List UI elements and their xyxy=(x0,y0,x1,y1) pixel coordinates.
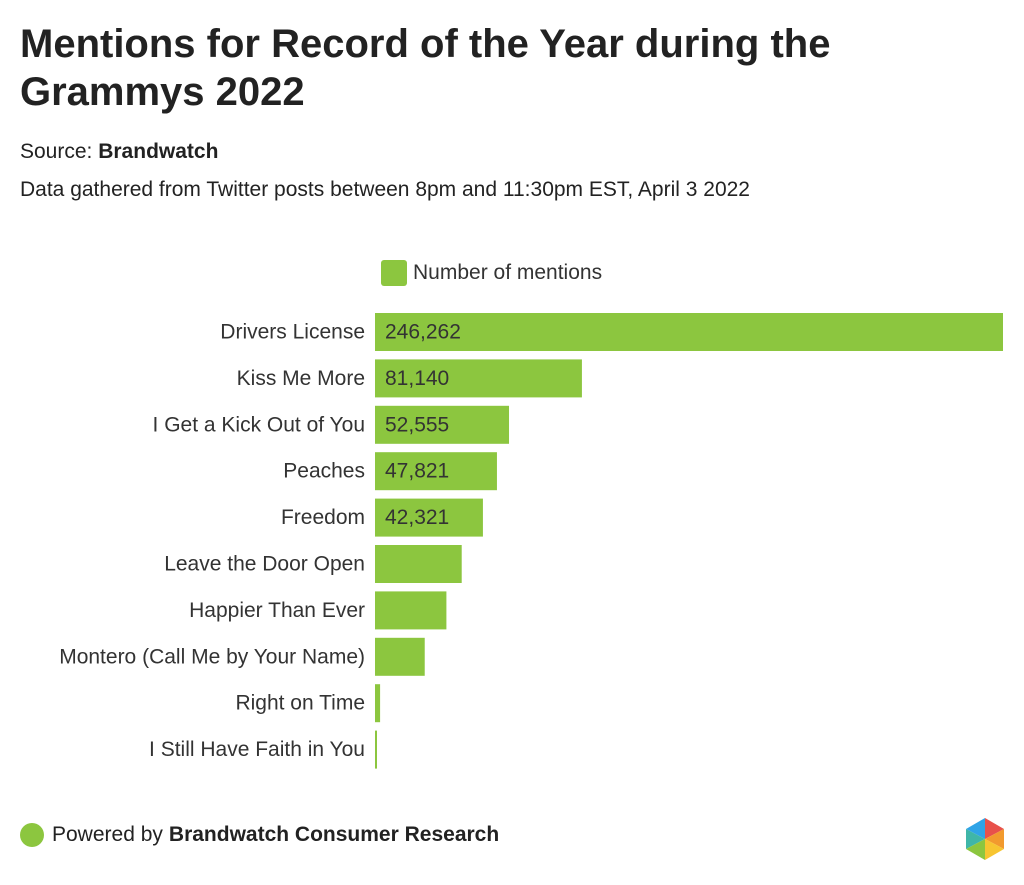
bar xyxy=(375,313,1003,351)
category-label: Right on Time xyxy=(235,692,365,715)
data-label: 81,140 xyxy=(385,367,449,390)
source-line: Source: Brandwatch xyxy=(20,140,218,164)
bar xyxy=(375,452,497,491)
source-label: Source: xyxy=(20,140,93,163)
green-dot-icon xyxy=(20,823,44,847)
category-label: Freedom xyxy=(281,506,365,529)
bar xyxy=(375,730,377,769)
source-name: Brandwatch xyxy=(98,140,219,163)
bar xyxy=(375,684,381,723)
chart-title: Mentions for Record of the Year during t… xyxy=(20,22,831,114)
category-label: Happier Than Ever xyxy=(189,599,365,622)
bar xyxy=(375,405,510,444)
footer: Powered by Brandwatch Consumer Research xyxy=(20,823,499,847)
data-label: 246,262 xyxy=(385,321,461,344)
category-label: Montero (Call Me by Your Name) xyxy=(59,645,365,668)
legend-swatch xyxy=(381,260,407,286)
bar-chart: Drivers License 246,262 Kiss Me More 81,140… xyxy=(59,313,1003,769)
category-label: I Still Have Faith in You xyxy=(149,738,365,761)
category-label: Kiss Me More xyxy=(237,367,365,390)
category-label: I Get a Kick Out of You xyxy=(153,413,365,436)
legend-label: Number of mentions xyxy=(413,261,603,284)
category-label: Drivers License xyxy=(220,321,365,344)
bar xyxy=(375,591,447,630)
footer-brand: Brandwatch Consumer Research xyxy=(168,823,500,846)
brandwatch-logo-icon xyxy=(966,818,1004,860)
data-label: 52,555 xyxy=(385,413,449,436)
data-label: 42,321 xyxy=(385,506,449,529)
bar xyxy=(375,637,425,676)
chart-legend: Number of mentions xyxy=(381,260,602,286)
bar xyxy=(375,359,582,398)
data-note: Data gathered from Twitter posts between… xyxy=(20,178,750,201)
category-label: Peaches xyxy=(283,460,365,483)
bar xyxy=(375,545,462,583)
data-label: 47,821 xyxy=(385,460,449,483)
category-label: Leave the Door Open xyxy=(164,553,365,576)
footer-prefix: Powered by xyxy=(52,823,163,846)
bar xyxy=(375,498,483,537)
